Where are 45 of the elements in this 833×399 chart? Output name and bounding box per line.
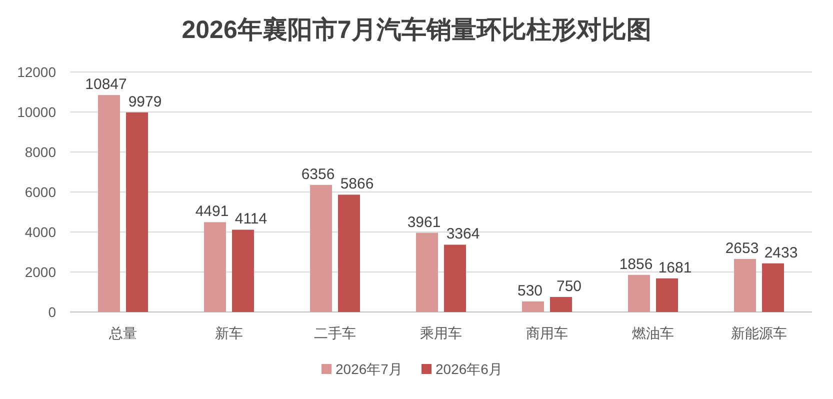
y-tick-label: 0 bbox=[48, 304, 56, 320]
data-label: 5866 bbox=[340, 176, 374, 193]
data-label: 4114 bbox=[234, 210, 268, 228]
x-tick-label: 新能源车 bbox=[731, 325, 787, 341]
bar bbox=[204, 222, 226, 312]
y-tick-label: 8000 bbox=[24, 144, 56, 160]
bar bbox=[232, 230, 254, 312]
legend-label: 2026年7月 bbox=[336, 361, 402, 377]
x-tick-label: 乘用车 bbox=[420, 325, 462, 341]
data-label: 3961 bbox=[407, 214, 441, 231]
y-tick-label: 10000 bbox=[17, 104, 56, 120]
data-label: 2433 bbox=[764, 244, 798, 262]
x-tick-label: 燃油车 bbox=[632, 325, 674, 341]
bar bbox=[310, 184, 332, 312]
bar bbox=[522, 301, 544, 312]
y-tick-label: 2000 bbox=[24, 264, 56, 280]
data-label: 3364 bbox=[446, 226, 480, 243]
bar bbox=[338, 194, 360, 312]
x-tick-label: 商用车 bbox=[526, 325, 568, 341]
y-tick-label: 4000 bbox=[24, 224, 56, 240]
data-label: 2653 bbox=[725, 240, 759, 257]
data-label: 4491 bbox=[195, 203, 229, 220]
x-tick-label: 新车 bbox=[215, 325, 243, 341]
bar bbox=[416, 232, 438, 312]
y-tick-label: 6000 bbox=[24, 184, 56, 200]
legend-label: 2026年6月 bbox=[436, 361, 502, 377]
y-tick-label: 12000 bbox=[17, 64, 56, 80]
data-label: 530 bbox=[517, 282, 543, 300]
bar bbox=[98, 95, 120, 312]
bar bbox=[444, 244, 466, 312]
bar bbox=[762, 263, 784, 312]
bar bbox=[656, 278, 678, 312]
data-label: 9979 bbox=[128, 93, 162, 110]
data-label: 6356 bbox=[301, 166, 335, 183]
bar bbox=[550, 297, 572, 312]
data-label: 750 bbox=[556, 278, 582, 295]
x-tick-label: 二手车 bbox=[314, 325, 356, 341]
chart-title: 2026年襄阳市7月汽车销量环比柱形对比图 bbox=[182, 16, 652, 44]
bar bbox=[628, 274, 650, 312]
bar bbox=[126, 112, 148, 312]
data-label: 1681 bbox=[658, 259, 692, 276]
data-label: 1856 bbox=[619, 256, 653, 273]
x-tick-label: 总量 bbox=[108, 325, 137, 341]
data-label: 10847 bbox=[85, 76, 127, 94]
bar bbox=[734, 258, 756, 312]
